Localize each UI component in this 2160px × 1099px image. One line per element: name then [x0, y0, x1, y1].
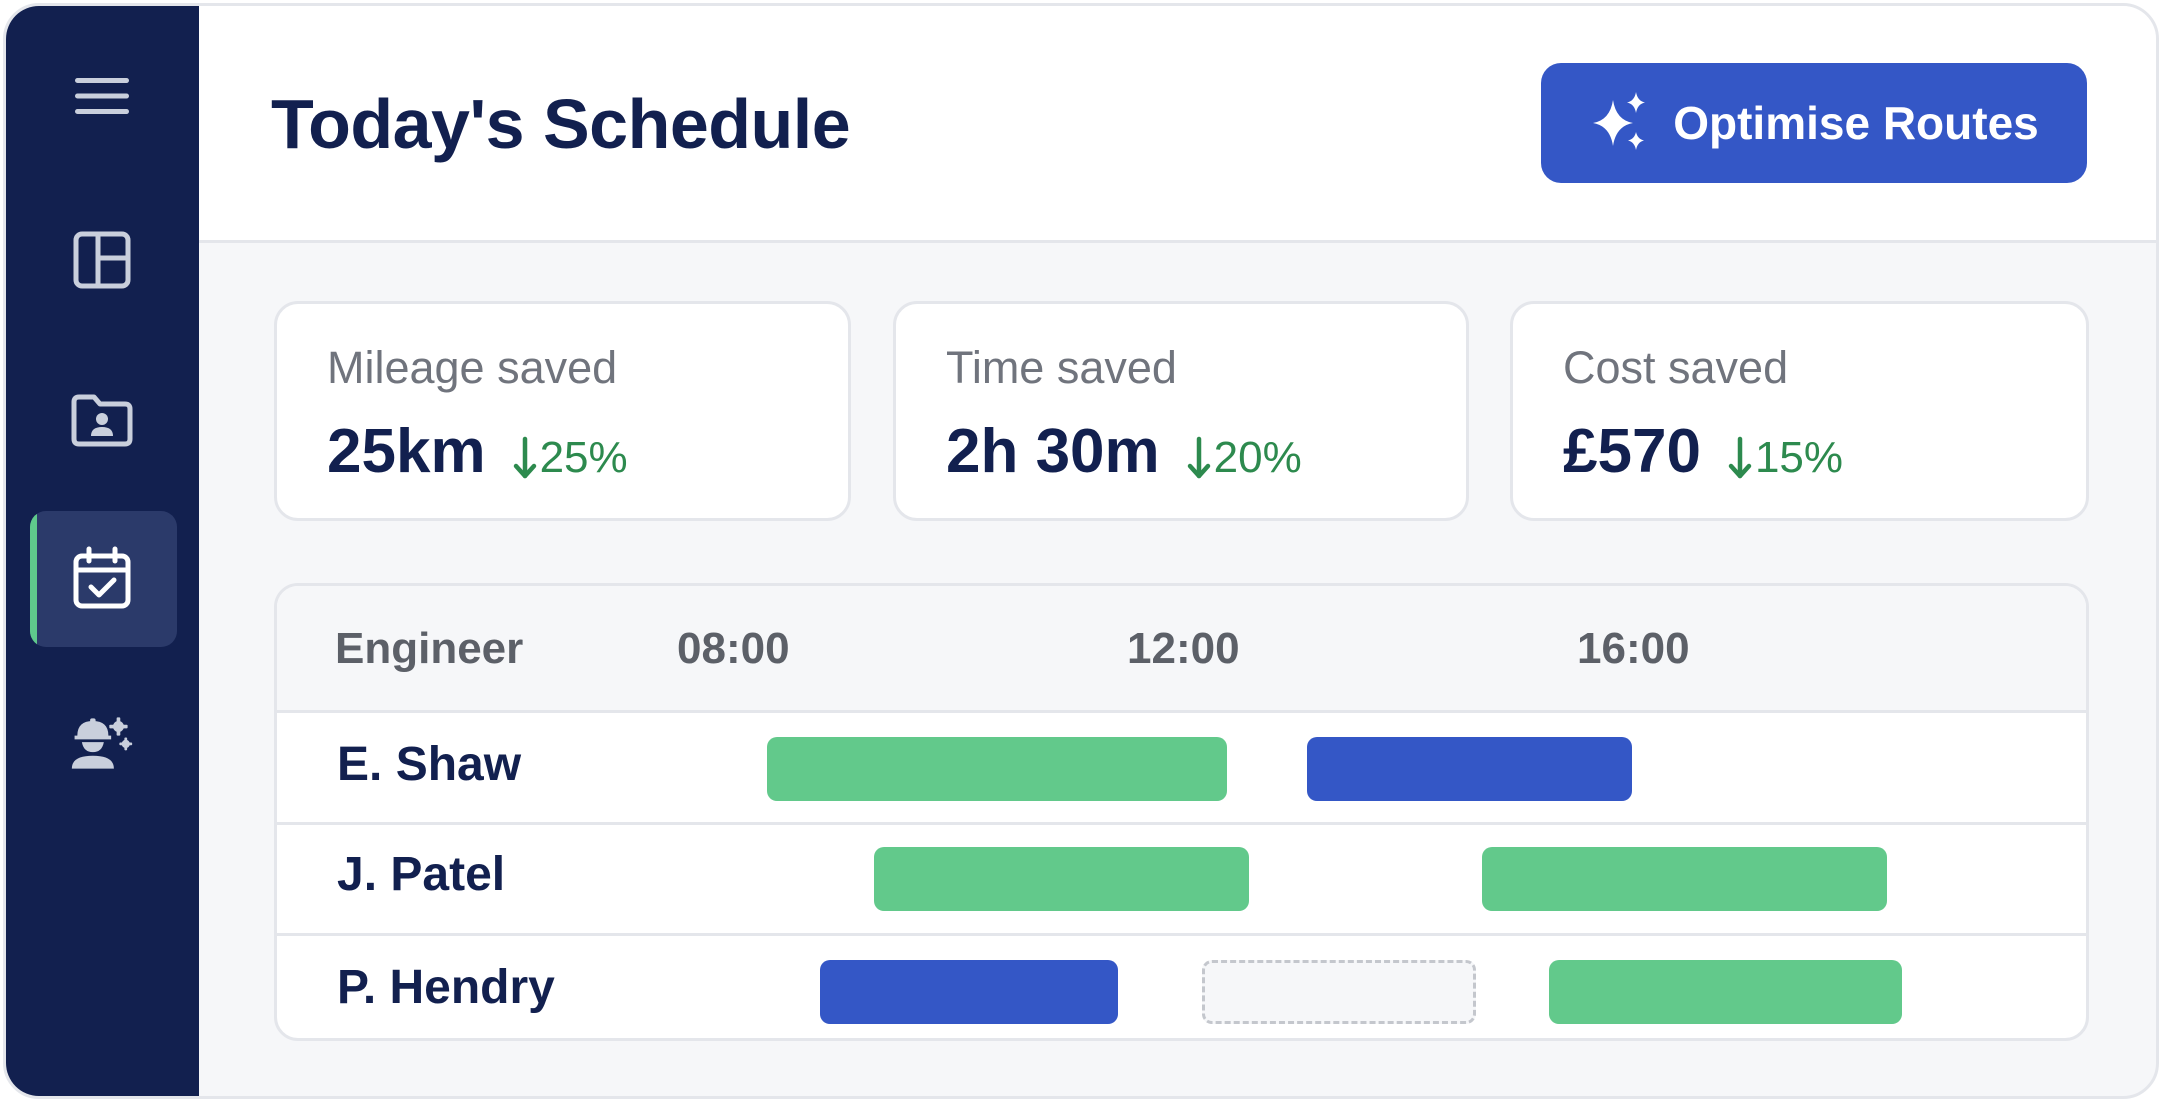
schedule-row: E. Shaw	[277, 713, 2086, 825]
stat-delta: 25%	[512, 433, 628, 483]
engineer-name: P. Hendry	[337, 961, 555, 1014]
schedule-row: J. Patel	[277, 825, 2086, 936]
column-header-engineer: Engineer	[335, 624, 524, 673]
optimise-routes-button[interactable]: Optimise Routes	[1541, 63, 2087, 183]
stat-value: £570	[1563, 417, 1701, 486]
stat-label: Time saved	[946, 342, 1177, 393]
contact-folder-icon[interactable]	[70, 388, 134, 452]
time-label: 16:00	[1577, 624, 1690, 673]
calendar-check-icon[interactable]	[70, 546, 134, 610]
stat-delta-value: 15%	[1754, 433, 1844, 482]
stat-label: Mileage saved	[327, 342, 618, 393]
stat-delta: 15%	[1727, 433, 1843, 483]
arrow-down-icon	[513, 436, 536, 479]
dashboard-layout-icon[interactable]	[70, 228, 134, 292]
stat-card-cost: Cost saved £570 15%	[1510, 301, 2089, 521]
schedule-timeline: Engineer 08:00 12:00 16:00 E. Shaw J. Pa…	[274, 583, 2089, 1041]
job-bar[interactable]	[767, 737, 1227, 801]
app-window: Today's Schedule Optimise Routes Mileage…	[3, 3, 2159, 1099]
sparkles-icon	[1589, 92, 1651, 154]
job-bar[interactable]	[874, 847, 1249, 911]
sidebar	[6, 6, 199, 1096]
arrow-down-icon	[1187, 436, 1210, 479]
schedule-header-row: Engineer 08:00 12:00 16:00	[277, 586, 2086, 713]
stat-delta: 20%	[1186, 433, 1302, 483]
hamburger-menu-icon[interactable]	[70, 64, 134, 128]
page-header: Today's Schedule Optimise Routes	[199, 6, 2156, 243]
job-bar[interactable]	[1307, 737, 1632, 801]
page-title: Today's Schedule	[271, 85, 851, 163]
stat-delta-value: 25%	[539, 433, 628, 482]
engineer-settings-icon[interactable]	[70, 711, 134, 775]
job-bar[interactable]	[1481, 847, 1887, 911]
stat-delta-value: 20%	[1213, 433, 1302, 482]
stat-card-time: Time saved 2h 30m 20%	[893, 301, 1469, 521]
arrow-down-icon	[1728, 436, 1752, 479]
job-bar[interactable]	[1549, 960, 1902, 1024]
stat-card-mileage: Mileage saved 25km 25%	[274, 301, 851, 521]
optimise-routes-label: Optimise Routes	[1673, 97, 2039, 149]
nav-active-highlight	[30, 511, 177, 647]
job-bar[interactable]	[819, 960, 1118, 1024]
unassigned-slot[interactable]	[1202, 960, 1476, 1024]
engineer-name: J. Patel	[337, 848, 506, 901]
stat-label: Cost saved	[1563, 342, 1789, 393]
schedule-row: P. Hendry	[277, 936, 2086, 1038]
stat-value: 2h 30m	[946, 417, 1160, 486]
stat-value: 25km	[327, 417, 486, 486]
time-label: 12:00	[1127, 624, 1240, 673]
engineer-name: E. Shaw	[337, 738, 522, 791]
time-label: 08:00	[677, 624, 790, 673]
